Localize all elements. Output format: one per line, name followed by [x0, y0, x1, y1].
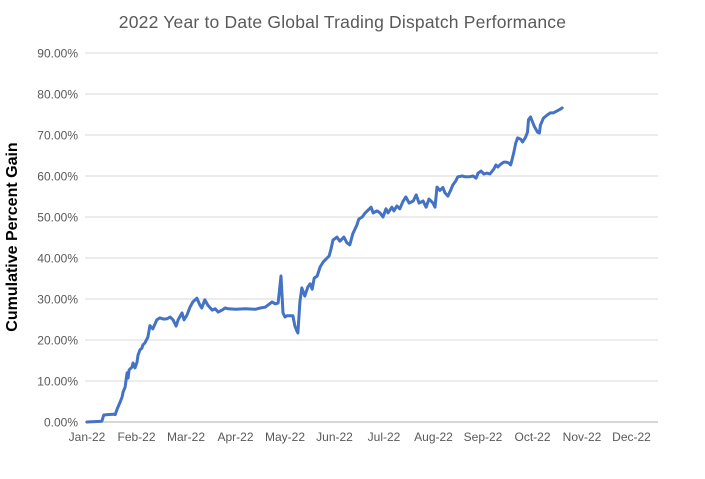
x-tick-label: Jul-22 — [368, 430, 401, 444]
y-tick-label: 80.00% — [37, 88, 78, 102]
x-tick-label: Jan-22 — [69, 430, 106, 444]
x-tick-label: Aug-22 — [414, 430, 453, 444]
x-tick-label: Sep-22 — [464, 430, 503, 444]
x-tick-label: Nov-22 — [563, 430, 602, 444]
chart-title: 2022 Year to Date Global Trading Dispatc… — [118, 12, 567, 32]
y-tick-label: 60.00% — [37, 170, 78, 184]
x-tick-label: Apr-22 — [217, 430, 253, 444]
y-tick-label: 10.00% — [37, 375, 78, 389]
x-tick-label: Mar-22 — [167, 430, 205, 444]
x-tick-label: Oct-22 — [514, 430, 550, 444]
y-tick-label: 70.00% — [37, 129, 78, 143]
y-tick-label: 40.00% — [37, 252, 78, 266]
y-tick-label: 20.00% — [37, 334, 78, 348]
x-tick-label: Dec-22 — [612, 430, 651, 444]
x-tick-label: May-22 — [265, 430, 305, 444]
cumulative-gain-line — [85, 106, 564, 424]
x-tick-label: Jun-22 — [316, 430, 353, 444]
y-tick-label: 0.00% — [44, 416, 78, 430]
y-tick-label: 30.00% — [37, 293, 78, 307]
y-tick-label: 90.00% — [37, 47, 78, 61]
x-tick-label: Feb-22 — [117, 430, 155, 444]
y-tick-label: 50.00% — [37, 211, 78, 225]
